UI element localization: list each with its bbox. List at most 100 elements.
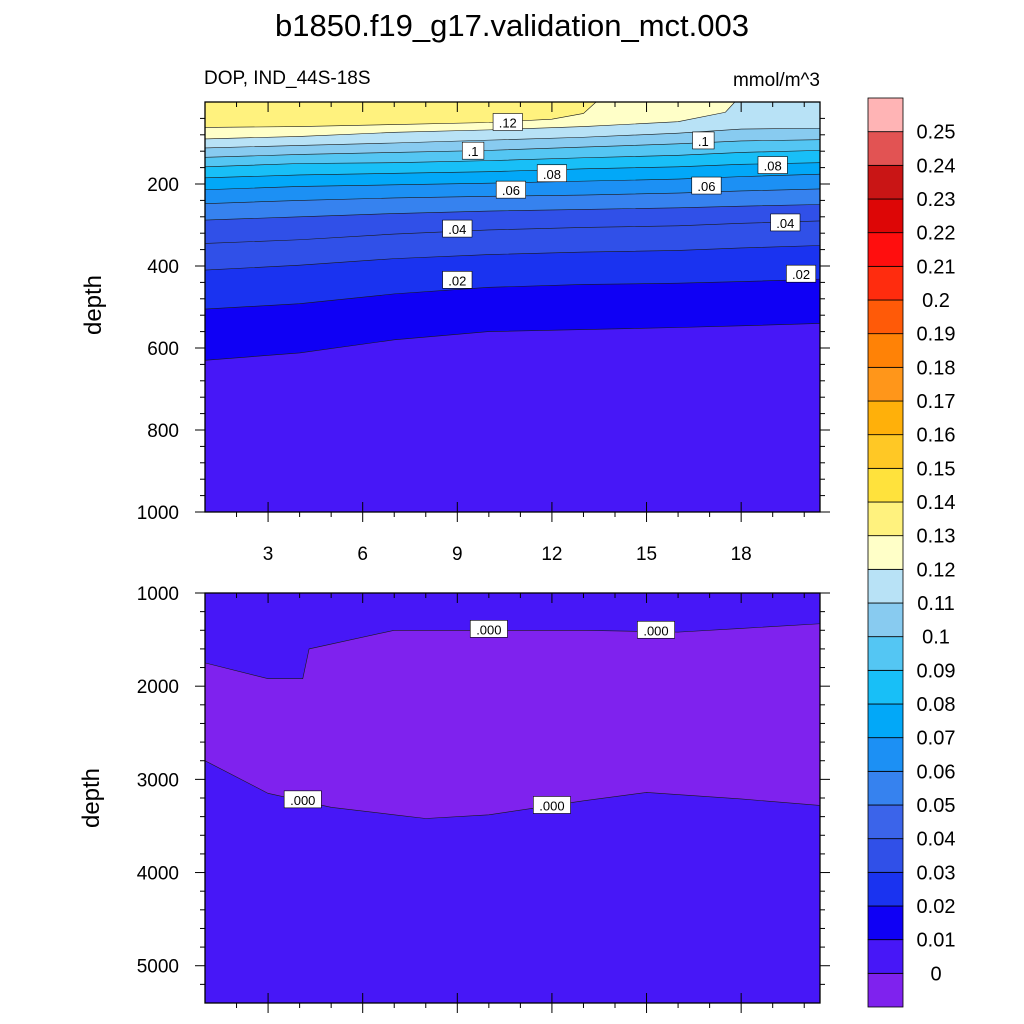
y-tick-label: 600 — [147, 339, 179, 360]
colorbar-label: 0.09 — [917, 660, 956, 682]
y-tick-label: 3000 — [137, 770, 179, 791]
contour-label: .04 — [448, 222, 466, 237]
colorbar-swatch — [867, 501, 904, 537]
colorbar-swatch — [867, 164, 904, 200]
lower-panel: 1000 2000 3000 4000 5000 .000 .000 .000 .000 — [137, 584, 830, 1013]
contour-line — [204, 127, 821, 149]
lower-y-axis-label: depth — [78, 768, 105, 828]
right-subtitle: mmol/m^3 — [733, 70, 820, 91]
contour-label: .000 — [476, 622, 501, 637]
contour-line — [204, 323, 821, 361]
contour-label-box — [691, 176, 722, 195]
colorbar-label: 0.16 — [917, 425, 956, 447]
colorbar-label: 0.07 — [917, 728, 956, 750]
colorbar-swatch — [867, 804, 904, 840]
contour-label: .06 — [502, 183, 520, 198]
x-tick-label: 15 — [636, 544, 657, 565]
contour-label: .1 — [698, 134, 709, 149]
colorbar-swatch — [867, 333, 904, 368]
colorbar-swatch — [867, 838, 904, 873]
y-tick-label: 200 — [147, 175, 179, 196]
colorbar-swatch — [867, 198, 904, 234]
contour-label: .000 — [643, 623, 668, 638]
plot-frame — [204, 101, 821, 513]
contour-label: .1 — [468, 144, 479, 159]
contour-label: .04 — [776, 216, 794, 231]
contour-label: .08 — [764, 159, 782, 174]
colorbar-label: 0.23 — [917, 189, 956, 211]
contour-line — [204, 101, 736, 140]
colorbar-label: 0.11 — [917, 593, 954, 615]
colorbar-swatch — [867, 972, 904, 1008]
contour-label-box — [492, 113, 523, 131]
colorbar-swatch — [867, 939, 904, 974]
colorbar-swatch — [867, 467, 904, 503]
contour-label: .12 — [499, 116, 517, 131]
contour-label-box — [442, 219, 473, 238]
colorbar-label: 0.17 — [917, 391, 956, 413]
contour-label-box — [469, 620, 508, 638]
contour-label: .000 — [539, 798, 564, 813]
colorbar-label: 0.25 — [917, 122, 956, 144]
colorbar-label: 0.13 — [917, 526, 956, 548]
contour-label-box — [533, 796, 571, 814]
colorbar-label: 0.01 — [917, 930, 956, 952]
contour-line — [204, 623, 821, 680]
contour-label-box — [637, 620, 675, 639]
x-tick-label: 6 — [357, 544, 368, 565]
colorbar-swatch — [867, 131, 904, 166]
y-tick-label: 4000 — [137, 864, 179, 885]
y-tick-label: 1000 — [137, 503, 179, 524]
left-subtitle: DOP, IND_44S-18S — [204, 68, 371, 89]
colorbar-label: 0.14 — [917, 492, 956, 514]
contour-line — [204, 101, 597, 128]
colorbar-swatch — [867, 871, 904, 907]
colorbar-label: 0.08 — [917, 694, 956, 716]
x-tick-label: 18 — [731, 544, 752, 565]
colorbar-swatch — [867, 400, 904, 436]
x-tick-label: 9 — [452, 544, 463, 565]
contour-line — [204, 162, 821, 179]
colorbar-swatch — [867, 265, 904, 301]
colorbar-label: 0.12 — [917, 559, 956, 581]
y-tick-label: 5000 — [137, 957, 179, 978]
colorbar-label: 0.05 — [917, 795, 956, 817]
contour-line — [204, 220, 821, 244]
colorbar-swatch — [867, 602, 904, 638]
colorbar-label: 0.2 — [922, 290, 950, 312]
colorbar-swatch — [867, 232, 904, 267]
colorbar-label: 0.03 — [917, 862, 956, 884]
chart-title: b1850.f19_g17.validation_mct.003 — [275, 8, 749, 43]
contour-label-box — [536, 164, 567, 183]
colorbar-swatch — [867, 636, 904, 671]
y-tick-label: 800 — [147, 421, 179, 442]
contour-label: .08 — [543, 167, 561, 182]
y-tick-label: 400 — [147, 257, 179, 278]
colorbar-label: 0 — [930, 963, 941, 985]
colorbar-swatch — [867, 366, 904, 402]
colorbar-label: 0.18 — [917, 357, 956, 379]
upper-panel: 3 6 9 12 15 18 200 400 600 800 1000 .12 .1 .1 .08 .08 .0… — [137, 101, 830, 565]
colorbar-label: 0.04 — [917, 829, 956, 851]
contour-line — [204, 188, 821, 204]
contour-line — [204, 245, 821, 271]
colorbar-swatch — [867, 669, 904, 705]
y-tick-label: 2000 — [137, 677, 179, 698]
colorbar-label: 0.02 — [917, 896, 956, 918]
colorbar-swatch — [867, 535, 904, 570]
x-tick-label: 3 — [263, 544, 274, 565]
contour-line — [204, 204, 821, 221]
upper-y-axis-label: depth — [80, 275, 107, 335]
contour-label-box — [461, 141, 485, 160]
colorbar-swatch — [867, 299, 904, 335]
contour-label: .02 — [792, 267, 810, 282]
colorbar-label: 0.21 — [917, 256, 956, 278]
contour-line — [204, 139, 821, 158]
colorbar-swatch — [867, 703, 904, 739]
colorbar-swatch — [867, 770, 904, 806]
colorbar-label: 0.19 — [917, 324, 956, 346]
colorbar-label: 0.06 — [917, 761, 956, 783]
contour-line — [204, 173, 821, 191]
colorbar-label: 0.1 — [922, 627, 950, 649]
